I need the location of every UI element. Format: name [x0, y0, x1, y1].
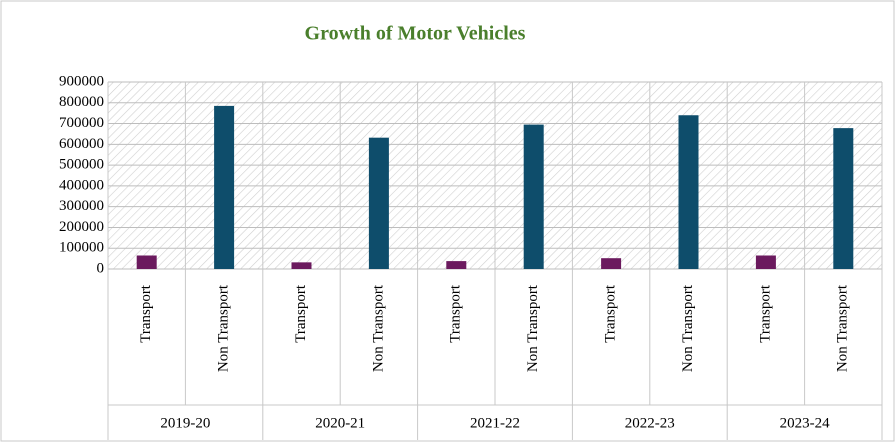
bar [755, 255, 776, 269]
x-group-label: 2022-23 [625, 415, 675, 431]
bar [291, 262, 312, 269]
chart-title: Growth of Motor Vehicles [305, 23, 526, 45]
y-tick-label: 100000 [59, 240, 104, 256]
bar [368, 137, 389, 269]
x-group-label: 2021-22 [470, 415, 520, 431]
x-tick-label: Transport [757, 284, 773, 343]
x-tick-label: Non Transport [525, 284, 541, 372]
y-tick-label: 300000 [59, 198, 104, 214]
bar [214, 105, 235, 270]
x-tick-label: Transport [293, 284, 309, 343]
bar [601, 258, 622, 269]
bar [523, 124, 544, 269]
y-tick-label: 400000 [59, 177, 104, 193]
bar [136, 255, 157, 269]
x-tick-label: Non Transport [835, 284, 851, 372]
y-tick-label: 600000 [59, 136, 104, 152]
x-tick-label: Non Transport [370, 284, 386, 372]
x-group-label: 2020-21 [315, 415, 365, 431]
y-tick-label: 0 [97, 260, 105, 276]
y-tick-label: 700000 [59, 115, 104, 131]
y-tick-label: 900000 [59, 73, 104, 89]
bar [833, 128, 854, 269]
y-tick-label: 500000 [59, 157, 104, 173]
x-group-label: 2019-20 [160, 415, 210, 431]
y-tick-label: 200000 [59, 219, 104, 235]
y-tick-label: 800000 [59, 94, 104, 110]
bar [678, 115, 699, 269]
x-tick-label: Non Transport [216, 284, 232, 372]
x-group-label: 2023-24 [780, 415, 830, 431]
bar [446, 261, 467, 269]
x-tick-label: Transport [138, 284, 154, 343]
x-tick-label: Transport [603, 284, 619, 343]
x-tick-label: Non Transport [680, 284, 696, 372]
x-tick-label: Transport [448, 284, 464, 343]
